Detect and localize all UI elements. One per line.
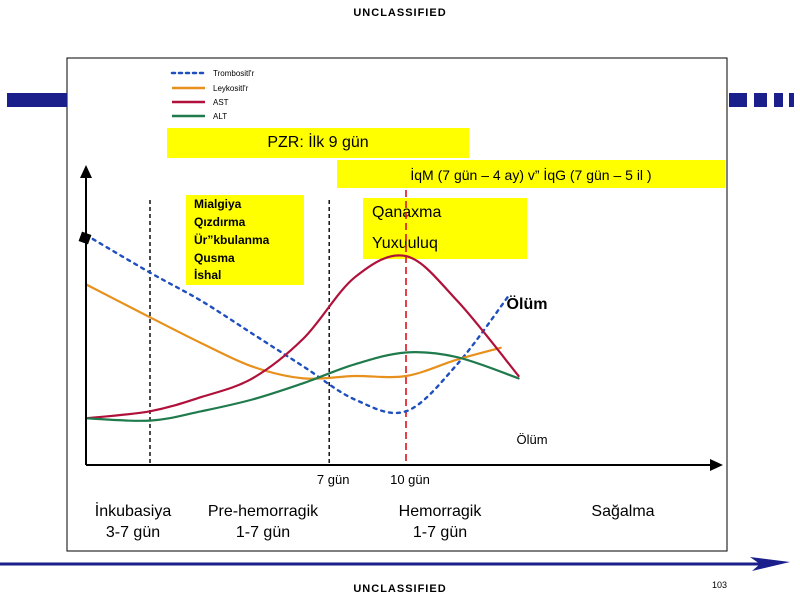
- phase-duration: 3-7 gün: [105, 524, 161, 541]
- chart-series: [84, 233, 520, 422]
- right-accent-square: [754, 93, 767, 107]
- bottom-rule-arrow: [750, 557, 790, 571]
- death-label-upper: Ölüm: [507, 294, 548, 313]
- legend-label: AST: [213, 98, 229, 107]
- phase-name: İnkubasiya: [94, 503, 172, 520]
- classification-footer: UNCLASSIFIED: [353, 583, 447, 595]
- symptom-label: Qusma: [194, 251, 235, 265]
- symptom-label: Ür”kbulanma: [194, 233, 270, 247]
- symptom-label: Mialgiya: [194, 197, 242, 211]
- series-line-leykosit: [84, 283, 502, 380]
- legend: Trombositl'r Leykositl'r AST ALT: [170, 69, 255, 121]
- phase-hemorrhagic: Hemorragik 1-7 gün: [375, 501, 505, 543]
- series-line-alt: [84, 351, 520, 422]
- legend-label: ALT: [213, 112, 227, 121]
- left-accent-bar: [7, 93, 67, 107]
- phase-name: Sağalma: [591, 503, 655, 520]
- phase-duration: 1-7 gün: [235, 524, 291, 541]
- series-line-trombosit: [84, 233, 510, 415]
- x-axis-arrow: [710, 459, 723, 471]
- x-tick-label: 10 gün: [390, 472, 430, 487]
- phase-convalescence: Sağalma: [568, 501, 678, 522]
- igm-igg-label: İqM (7 gün – 4 ay) v” İqG (7 gün – 5 il …: [410, 167, 652, 183]
- page-number: 103: [712, 580, 728, 590]
- classification-header: UNCLASSIFIED: [353, 7, 447, 19]
- igm-igg-highlight-box: İqM (7 gün – 4 ay) v” İqG (7 gün – 5 il …: [337, 160, 725, 188]
- right-accent-bar: [729, 93, 747, 107]
- x-tick-label-background: [378, 466, 440, 488]
- content-frame: [66, 57, 728, 552]
- symptom-label: İshal: [194, 268, 222, 282]
- trombosit-start-marker: [78, 231, 92, 245]
- phase-divider-lines: [149, 190, 407, 465]
- phase-duration: 1-7 gün: [412, 524, 468, 541]
- legend-label: Leykositl'r: [213, 84, 249, 93]
- x-tick-label: 7 gün: [317, 472, 350, 487]
- x-tick-labels: 7 gün 10 gün: [301, 466, 440, 488]
- right-accent-square: [789, 93, 794, 107]
- legend-label: Trombositl'r: [213, 69, 255, 78]
- death-label-lower: Ölüm: [516, 432, 547, 447]
- right-accent-square: [774, 93, 783, 107]
- series-line-ast: [84, 254, 520, 420]
- symptom-label: Yuxuuluq: [372, 235, 438, 252]
- x-tick-label-background: [301, 466, 364, 488]
- pzr-highlight-box: PZR: İlk 9 gün: [167, 128, 469, 158]
- phase-pre-hemorrhagic: Pre-hemorragik 1-7 gün: [192, 501, 334, 543]
- pzr-label: PZR: İlk 9 gün: [267, 134, 369, 151]
- phase-name: Pre-hemorragik: [207, 503, 319, 520]
- early-symptoms-box: Mialgiya Qızdırma Ür”kbulanma Qusma İsha…: [186, 195, 304, 285]
- phase-name: Hemorragik: [398, 503, 482, 520]
- phase-incubation: İnkubasiya 3-7 gün: [78, 501, 188, 543]
- y-axis-arrow: [80, 165, 92, 178]
- symptom-label: Qızdırma: [194, 215, 246, 229]
